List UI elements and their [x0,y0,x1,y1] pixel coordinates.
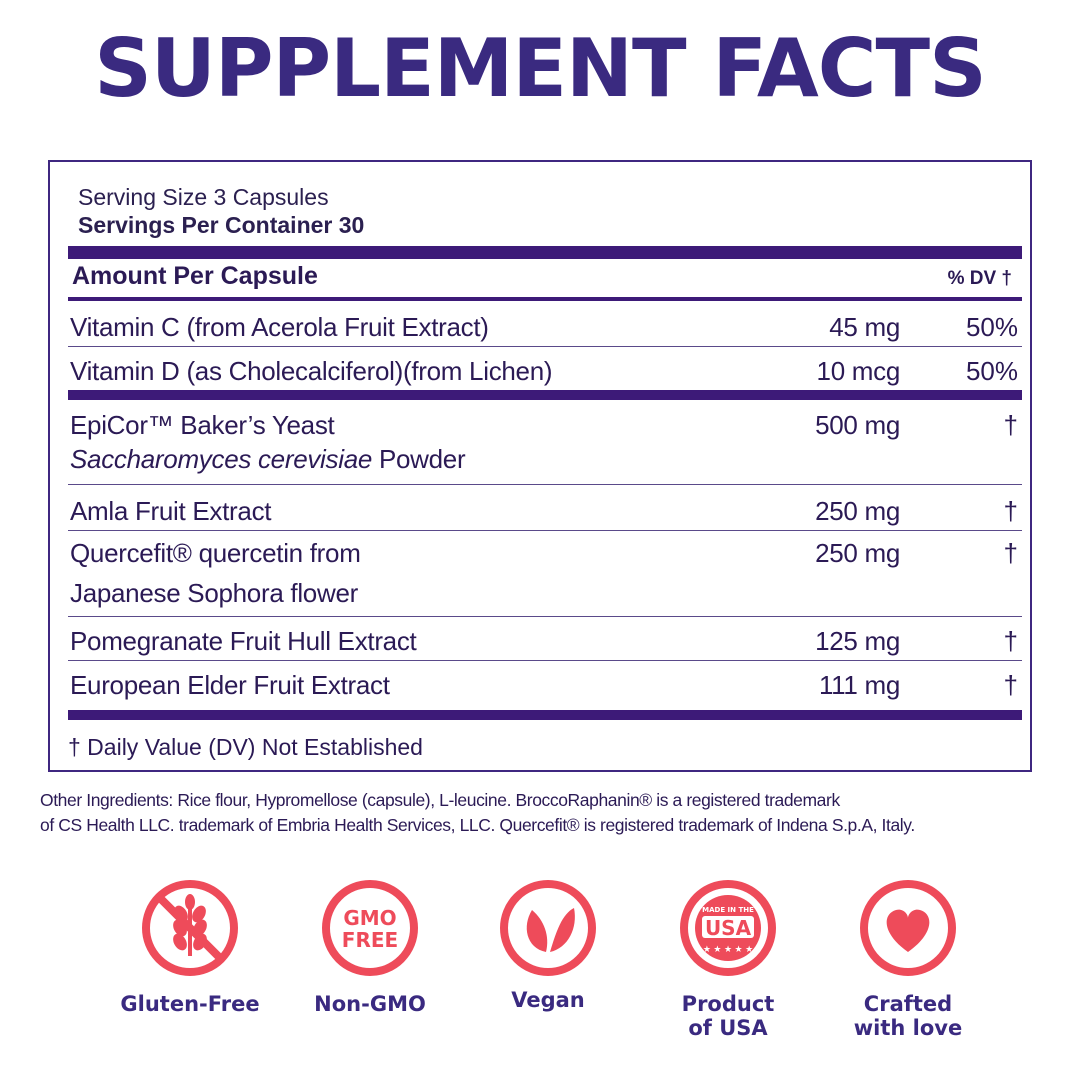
thick-rule [68,246,1022,259]
free-icon-text: FREE [342,928,398,952]
medium-rule [68,297,1022,301]
usa-icon-text: USA [705,916,752,940]
row-divider [68,660,1022,661]
ingredient-form: Powder [372,444,466,474]
ingredient-amount: 250 mg [815,496,900,526]
other-ingredients-line2: of CS Health LLC. trademark of Embria He… [40,815,915,835]
gluten-free-icon [142,880,238,976]
made-in-the-text: MADE IN THE [702,906,754,914]
crafted-with-love-label-line2: with love [853,1016,963,1040]
ingredient-amount: 500 mg [815,410,900,440]
other-ingredients: Other Ingredients: Rice flour, Hypromell… [40,788,1050,838]
supplement-facts-panel: Serving Size 3 Capsules Servings Per Con… [48,160,1032,772]
ingredient-name: European Elder Fruit Extract [70,670,390,700]
ingredient-dv: † [1003,410,1018,440]
ingredient-dv: † [1003,496,1018,526]
row-divider [68,346,1022,347]
product-of-usa-label-line2: of USA [688,1016,768,1040]
ingredient-dv: † [1003,670,1018,700]
serving-size: Serving Size 3 Capsules [78,184,329,210]
amount-per-capsule-header: Amount Per Capsule [72,262,318,290]
ingredient-name-line2: Saccharomyces cerevisiae Powder [70,444,466,475]
crafted-with-love-label: Crafted with love [818,992,998,1040]
crafted-with-love-label-line1: Crafted [863,992,953,1016]
ingredient-amount: 111 mg [818,670,900,700]
gluten-free-label: Gluten-Free [120,992,260,1016]
ingredient-name: Vitamin D (as Cholecalciferol)(from Lich… [70,356,553,386]
gmo-icon-text: GMO [343,906,396,930]
gmo-free-icon: GMO FREE [322,880,418,976]
ingredient-amount: 250 mg [815,538,900,568]
thick-rule [68,710,1022,720]
ingredient-name: Quercefit® quercetin from [70,538,361,568]
ingredient-name: Vitamin C (from Acerola Fruit Extract) [70,312,489,342]
product-of-usa-label: Product of USA [638,992,818,1040]
vegan-label: Vegan [511,988,585,1012]
row-divider [68,616,1022,617]
row-divider [68,484,1022,485]
ingredient-name-line2: Japanese Sophora flower [70,578,358,608]
ingredient-dv: 50% [965,356,1018,386]
dv-footnote: † Daily Value (DV) Not Established [68,734,423,760]
ingredient-name: Pomegranate Fruit Hull Extract [70,626,417,656]
heart-icon [860,880,956,976]
vegan-leaf-icon [500,880,596,976]
ingredient-name: Amla Fruit Extract [70,496,272,526]
ingredient-amount: 45 mg [829,312,900,342]
ingredient-amount: 10 mcg [816,356,901,386]
page-title: SUPPLEMENT FACTS [94,22,986,115]
ingredient-dv: † [1003,538,1018,568]
ingredient-dv: † [1003,626,1018,656]
non-gmo-label: Non-GMO [314,992,426,1016]
product-of-usa-label-line1: Product [681,992,775,1016]
made-in-usa-icon: MADE IN THE USA ★ ★ ★ ★ ★ [680,880,776,976]
servings-per-container: Servings Per Container 30 [78,212,365,238]
ingredient-name: EpiCor™ Baker’s Yeast [70,410,335,440]
dv-header: % DV † [947,268,1012,289]
row-divider [68,530,1022,531]
svg-text:★ ★ ★ ★ ★: ★ ★ ★ ★ ★ [703,944,753,954]
thick-rule [68,390,1022,400]
ingredient-dv: 50% [965,312,1018,342]
other-ingredients-line1: Other Ingredients: Rice flour, Hypromell… [40,790,840,810]
ingredient-amount: 125 mg [815,626,900,656]
ingredient-latin-name: Saccharomyces cerevisiae [70,444,373,474]
